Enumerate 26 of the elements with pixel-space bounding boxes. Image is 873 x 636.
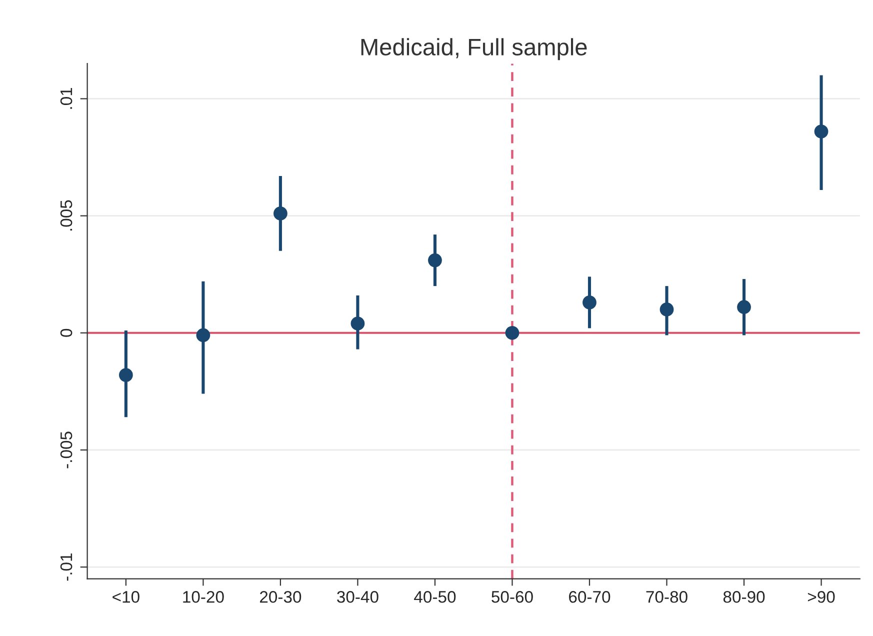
y-tick-label: -.005	[60, 432, 72, 468]
x-tick-label: 40-50	[414, 591, 456, 603]
point	[737, 300, 751, 314]
x-tick-label: 10-20	[183, 591, 224, 603]
point	[350, 316, 365, 330]
y-tick-label: 0	[60, 328, 72, 337]
x-tick-label: >90	[808, 591, 835, 603]
point	[505, 326, 520, 340]
y-tick-label: .005	[60, 200, 72, 231]
x-tick-label: 30-40	[337, 591, 378, 603]
point	[660, 302, 674, 316]
x-tick-label: 80-90	[723, 591, 765, 603]
point	[428, 253, 442, 268]
x-tick-label: 60-70	[569, 591, 610, 603]
y-tick-label: .01	[60, 88, 72, 109]
x-tick-label: 20-30	[260, 591, 302, 603]
point	[814, 124, 828, 138]
point	[582, 296, 596, 310]
chart-title: Medicaid, Full sample	[361, 38, 587, 60]
point	[118, 368, 133, 382]
x-tick-label: <10	[112, 591, 140, 603]
y-tick-label: -.01	[60, 554, 72, 581]
x-tick-label: 70-80	[646, 591, 688, 603]
point	[196, 328, 210, 342]
x-tick-label: 50-60	[492, 591, 533, 603]
point	[274, 206, 288, 220]
